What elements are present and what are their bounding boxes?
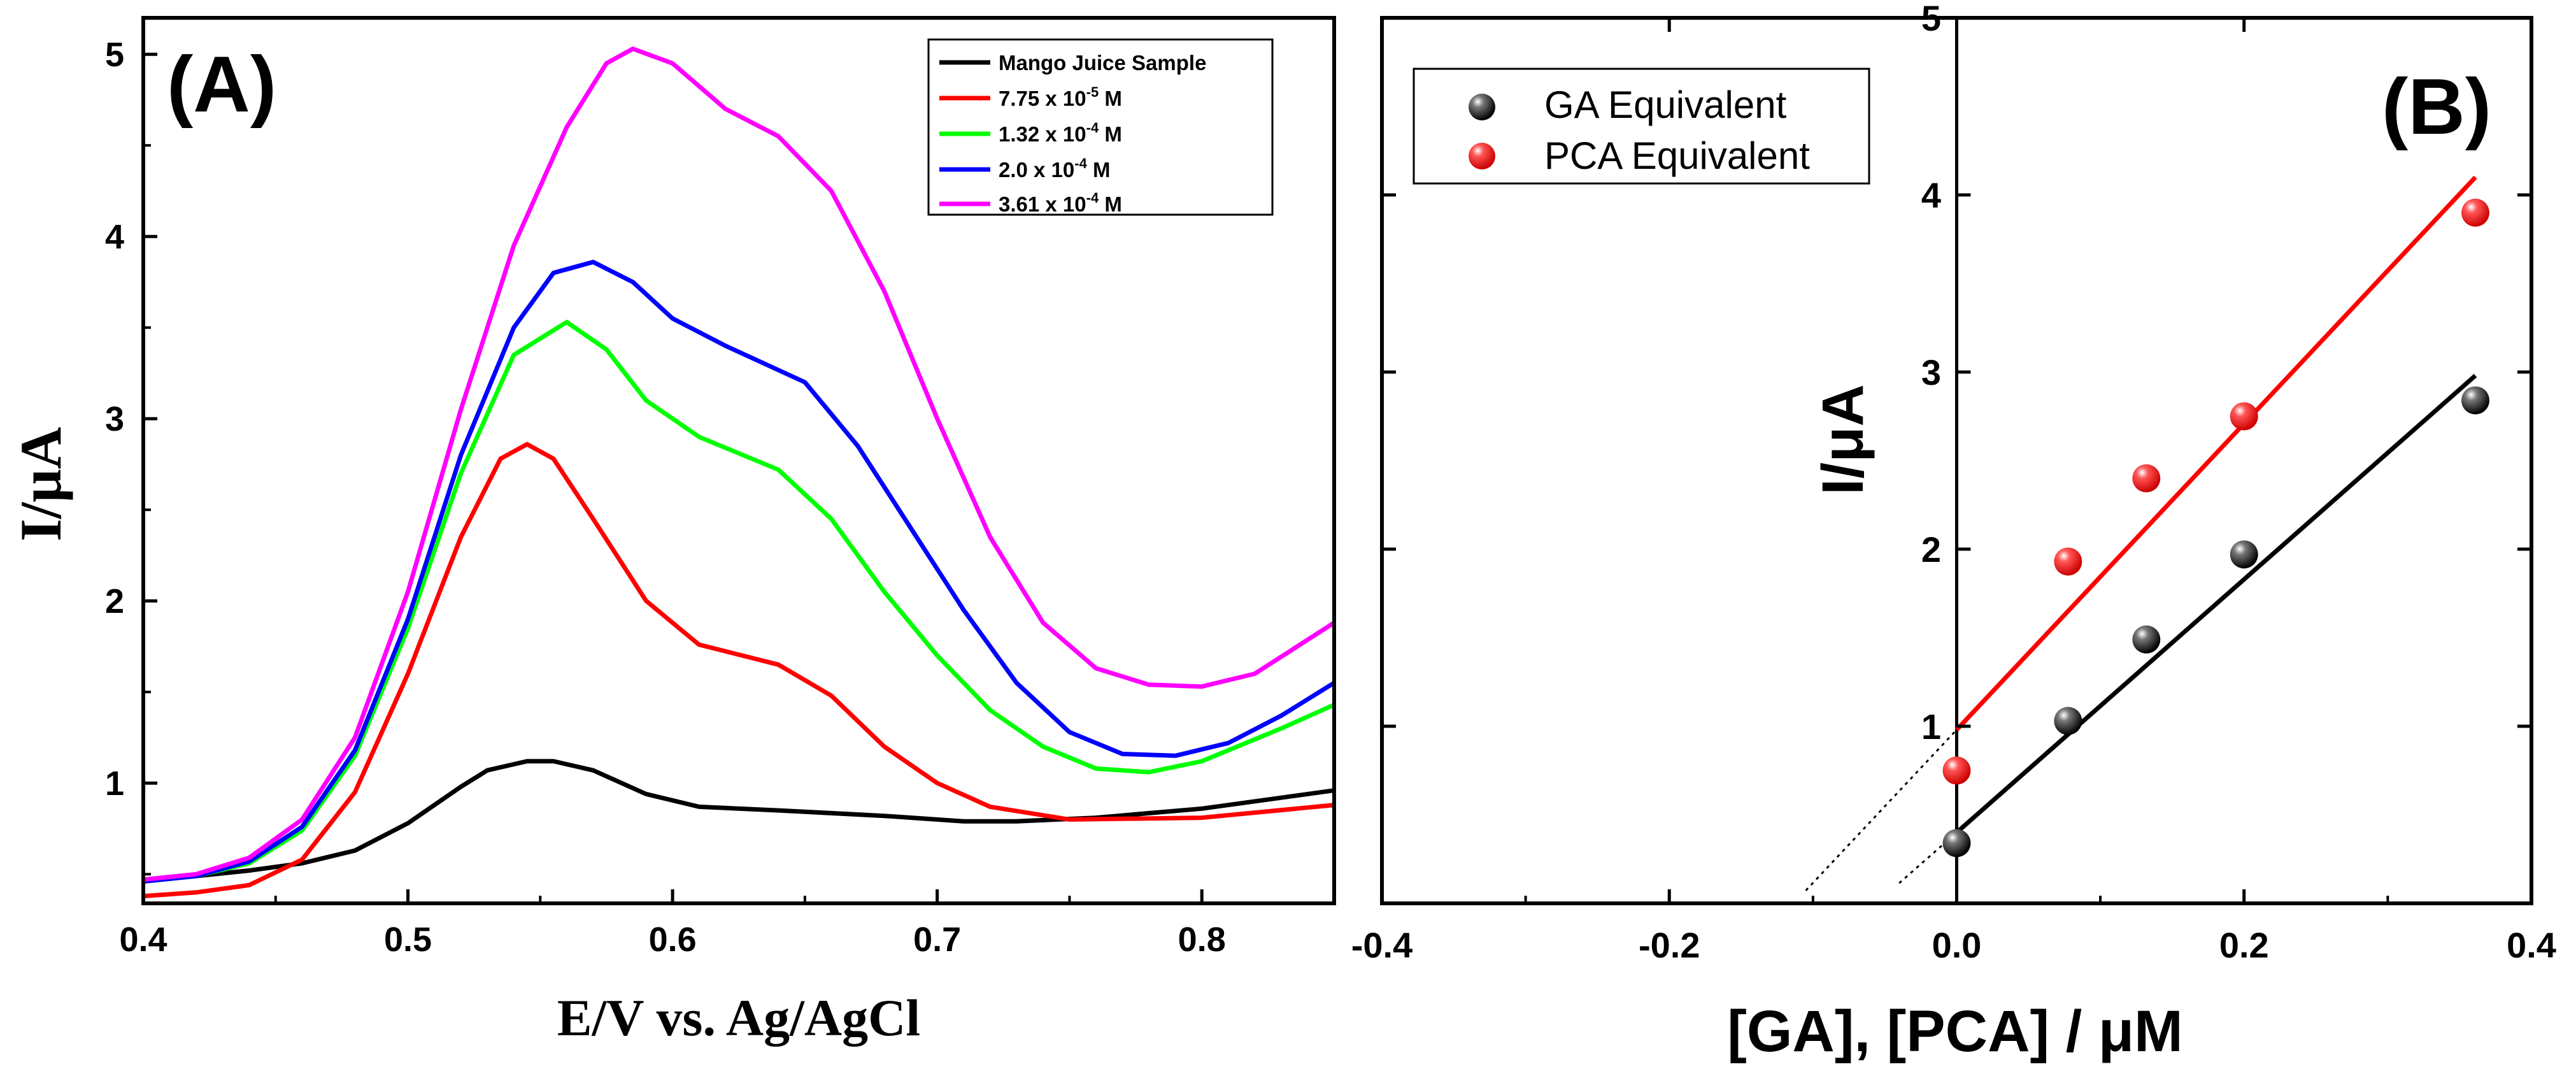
legend-item-ga-equivalent: GA Equivalent [1469, 83, 1787, 126]
panel-a-legend: Mango Juice Sample 7.75 x 10-5 M 1.32 x … [927, 38, 1274, 216]
panel-a-y-tick-label: 2 [105, 582, 124, 620]
panel-b-point-0-0 [1942, 829, 1971, 857]
panel-a-series-line-1 [143, 441, 1335, 899]
panel-b-x-tick-label: 0.2 [2219, 925, 2269, 965]
legend-label-mango-juice: Mango Juice Sample [999, 51, 1206, 75]
panel-b-point-0-2 [2132, 625, 2161, 654]
legend-label-7-75e-5: 7.75 x 10-5 M [999, 84, 1122, 110]
panel-b-x-tick-label: 0.0 [1932, 925, 1982, 965]
panel-b-point-0-4 [2461, 386, 2490, 415]
panel-a-legend-box [927, 38, 1274, 216]
panel-a-y-tick-label: 4 [105, 218, 124, 256]
panel-b-x-tick-label: -0.4 [1351, 925, 1413, 965]
panel-a-label: (A) [167, 41, 276, 129]
legend-label-ga-equivalent: GA Equivalent [1544, 83, 1787, 126]
panel-b-point-1-4 [2461, 198, 2490, 227]
legend-label-1-32e-4: 1.32 x 10-4 M [999, 120, 1122, 146]
panel-a-y-tick-label: 5 [105, 36, 124, 74]
panel-a-series-line-4 [143, 47, 1335, 882]
panel-b-point-0-1 [2054, 706, 2082, 735]
panel-b-point-1-1 [2054, 547, 2082, 576]
panel-b-x-tick-label: 0.4 [2507, 925, 2556, 965]
legend-item-pca-equivalent: PCA Equivalent [1469, 134, 1810, 177]
panel-b-y-tick-label: 2 [1921, 529, 1941, 570]
legend-label-2-0e-4: 2.0 x 10-4 M [999, 155, 1111, 182]
panel-b-ticks: -0.4 -0.2 0.0 0.2 0.4 1 2 3 4 5 [1351, 0, 2556, 965]
panel-a-series-line-0 [143, 759, 1335, 882]
panel-b-point-1-0 [1942, 756, 1971, 785]
panel-b-x-axis-label: [GA], [PCA] / μM [1727, 999, 2183, 1064]
legend-item-7-75e-5: 7.75 x 10-5 M [939, 84, 1122, 110]
panel-b-point-1-3 [2230, 402, 2258, 431]
panel-b-y-axis-label: I/μA [1811, 384, 1875, 495]
panel-b-series-group [1805, 18, 2490, 903]
panel-a: 0.4 0.5 0.6 0.7 0.8 1 2 3 4 5 E/V vs. Ag/AgCl I/μ… [8, 16, 1336, 1047]
legend-item-2-0e-4: 2.0 x 10-4 M [939, 155, 1111, 182]
panel-a-y-tick-label: 3 [105, 400, 124, 438]
panel-b-label: (B) [2382, 63, 2491, 151]
panel-b-legend: GA Equivalent PCA Equivalent [1413, 68, 1870, 185]
panel-b-extrapolation-line-1 [1805, 729, 1958, 891]
legend-item-mango-juice: Mango Juice Sample [939, 51, 1206, 75]
panel-b-y-tick-label: 3 [1921, 352, 1941, 392]
legend-item-3-61e-4: 3.61 x 10-4 M [939, 190, 1122, 216]
legend-item-1-32e-4: 1.32 x 10-4 M [939, 120, 1122, 146]
panel-b-y-tick-label: 5 [1921, 0, 1941, 38]
panel-b-fit-line-0 [1955, 373, 2477, 835]
panel-a-series-line-3 [143, 259, 1335, 884]
legend-label-pca-equivalent: PCA Equivalent [1544, 134, 1810, 177]
panel-a-plot-frame [141, 16, 1336, 905]
panel-a-y-axis-label: I/μA [8, 427, 73, 542]
panel-a-x-tick-label: 0.6 [649, 921, 697, 959]
legend-label-3-61e-4: 3.61 x 10-4 M [999, 190, 1122, 216]
panel-a-series-line-2 [143, 320, 1335, 884]
panel-b-y-tick-label: 4 [1921, 175, 1941, 215]
panel-b-point-1-2 [2132, 464, 2161, 492]
panel-a-ticks: 0.4 0.5 0.6 0.7 0.8 1 2 3 4 5 [105, 36, 1226, 959]
panel-b-y-tick-label: 1 [1921, 706, 1941, 747]
panel-b-point-0-3 [2230, 540, 2258, 569]
panel-b-fit-line-1 [1954, 175, 2477, 731]
panel-a-x-tick-label: 0.7 [913, 921, 961, 959]
panel-a-x-tick-label: 0.5 [384, 921, 432, 959]
panel-a-x-axis-label: E/V vs. Ag/AgCl [557, 989, 920, 1047]
panel-a-y-tick-label: 1 [105, 764, 124, 803]
legend-marker-ga-equivalent [1469, 94, 1495, 120]
panel-a-x-tick-label: 0.8 [1178, 921, 1226, 959]
panel-b-x-tick-label: -0.2 [1639, 925, 1700, 965]
legend-marker-pca-equivalent [1469, 143, 1495, 169]
panel-a-series-group [143, 47, 1335, 899]
panel-a-x-tick-label: 0.4 [119, 921, 167, 959]
